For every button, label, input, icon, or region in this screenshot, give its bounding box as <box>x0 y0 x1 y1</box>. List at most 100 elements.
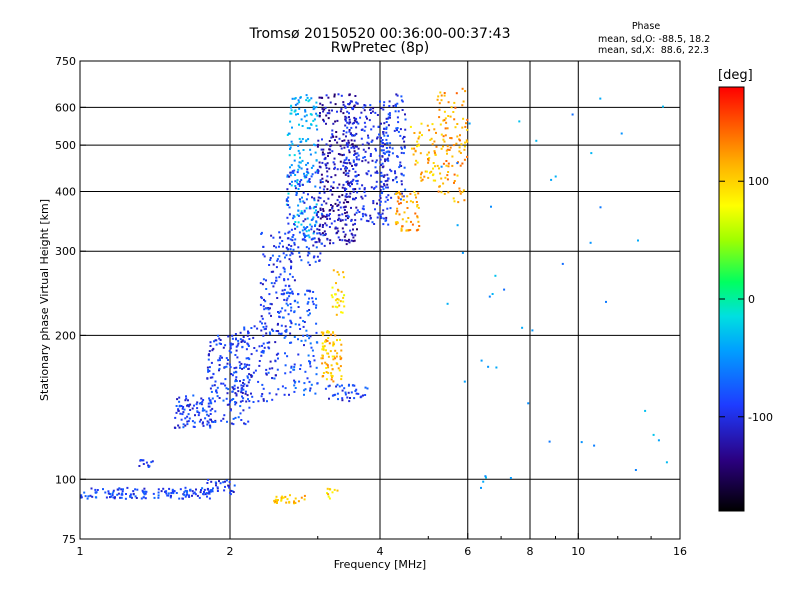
data-point <box>270 282 273 285</box>
data-point <box>243 363 246 366</box>
data-point <box>448 149 451 151</box>
data-point <box>231 390 234 393</box>
data-point <box>303 494 306 497</box>
data-point <box>409 125 412 128</box>
data-point <box>449 137 452 139</box>
data-point <box>308 247 310 250</box>
data-point <box>145 490 148 493</box>
data-point <box>351 183 353 186</box>
data-point <box>273 245 276 248</box>
data-point <box>382 142 385 144</box>
data-point <box>431 123 434 126</box>
data-point <box>303 498 306 501</box>
data-point <box>386 183 389 186</box>
data-point <box>385 151 388 154</box>
data-point <box>344 162 347 164</box>
data-point <box>304 218 307 221</box>
data-point <box>314 151 317 154</box>
data-point <box>186 420 189 423</box>
data-point <box>116 488 119 491</box>
colorbar-label: [deg] <box>718 68 753 83</box>
data-point <box>290 109 293 112</box>
data-point <box>395 127 398 130</box>
data-point <box>400 192 403 195</box>
data-point <box>394 221 397 224</box>
data-point <box>363 191 366 194</box>
data-point <box>232 398 235 400</box>
data-point <box>264 322 267 325</box>
data-point <box>443 94 446 97</box>
data-point <box>288 213 291 216</box>
data-point <box>221 356 223 359</box>
data-point <box>331 133 334 136</box>
data-point <box>347 172 350 175</box>
data-point <box>245 400 248 403</box>
data-point <box>219 359 221 362</box>
data-point <box>121 492 124 495</box>
data-point <box>336 186 339 189</box>
data-point <box>317 139 320 142</box>
data-point <box>384 180 387 183</box>
data-point <box>339 153 342 156</box>
data-point <box>235 394 238 397</box>
data-point <box>289 254 292 257</box>
data-point <box>235 371 238 374</box>
data-point <box>218 397 221 399</box>
data-point <box>309 290 312 293</box>
data-point <box>300 259 303 262</box>
data-point <box>268 293 271 296</box>
data-point <box>200 402 202 404</box>
data-point <box>342 206 345 209</box>
data-point <box>385 121 388 123</box>
data-point <box>331 109 333 112</box>
data-point <box>189 403 192 406</box>
data-point <box>282 496 285 499</box>
data-point <box>354 222 356 225</box>
data-point <box>490 205 492 208</box>
data-point <box>310 123 313 126</box>
data-point <box>304 109 307 112</box>
data-point <box>305 163 308 166</box>
data-point <box>228 485 231 488</box>
data-point <box>200 403 203 406</box>
data-point <box>343 387 346 390</box>
data-point <box>147 466 150 468</box>
data-point <box>327 197 330 200</box>
data-point <box>319 209 322 211</box>
x-axis-label: Frequency [MHz] <box>334 558 426 571</box>
data-point <box>237 390 240 393</box>
data-point <box>400 229 403 232</box>
data-point <box>290 104 293 107</box>
data-point <box>203 488 206 491</box>
data-point <box>239 364 242 367</box>
data-point <box>322 348 325 351</box>
data-point <box>226 362 229 365</box>
data-point <box>361 160 364 163</box>
data-point <box>214 380 217 383</box>
data-point <box>278 245 280 248</box>
data-point <box>447 191 450 194</box>
data-point <box>324 106 327 109</box>
data-point <box>348 383 350 386</box>
data-point <box>421 178 424 181</box>
data-point <box>334 103 337 106</box>
data-point <box>289 146 292 149</box>
data-point <box>396 200 399 203</box>
data-point <box>309 360 312 363</box>
data-point <box>147 464 150 467</box>
data-point <box>165 492 168 495</box>
data-point <box>412 201 414 204</box>
data-point <box>242 385 245 388</box>
data-point <box>443 192 446 195</box>
data-point <box>272 263 275 266</box>
data-point <box>247 381 250 384</box>
data-point <box>298 161 301 164</box>
data-point <box>355 392 358 395</box>
data-point <box>370 174 372 177</box>
data-point <box>202 424 205 427</box>
data-point <box>571 113 574 116</box>
data-point <box>335 135 338 138</box>
data-point <box>376 202 378 205</box>
data-point <box>235 349 238 352</box>
